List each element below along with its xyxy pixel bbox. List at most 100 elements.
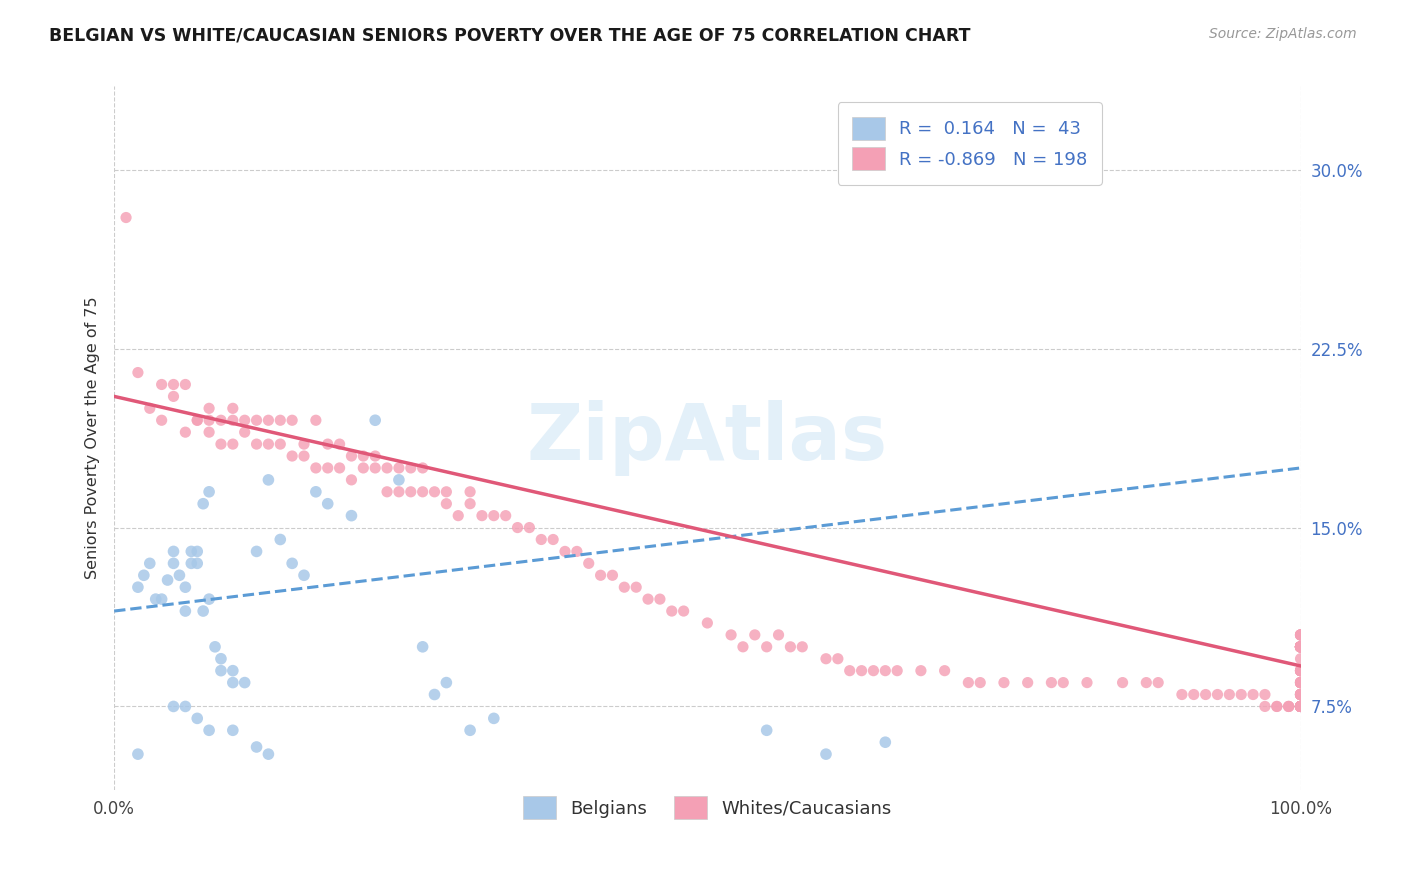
Point xyxy=(180,544,202,558)
Point xyxy=(127,747,149,761)
Point xyxy=(198,401,221,416)
Point xyxy=(281,557,304,571)
Point xyxy=(1278,699,1301,714)
Point xyxy=(162,377,184,392)
Point xyxy=(1289,699,1312,714)
Point xyxy=(399,484,422,499)
Point xyxy=(174,377,197,392)
Point xyxy=(1111,675,1133,690)
Point xyxy=(768,628,790,642)
Point xyxy=(1289,640,1312,654)
Point xyxy=(388,484,411,499)
Text: Source: ZipAtlas.com: Source: ZipAtlas.com xyxy=(1209,27,1357,41)
Text: BELGIAN VS WHITE/CAUCASIAN SENIORS POVERTY OVER THE AGE OF 75 CORRELATION CHART: BELGIAN VS WHITE/CAUCASIAN SENIORS POVER… xyxy=(49,27,970,45)
Point xyxy=(1289,699,1312,714)
Text: ZipAtlas: ZipAtlas xyxy=(527,401,889,476)
Point xyxy=(827,652,849,666)
Point xyxy=(648,592,671,607)
Point xyxy=(209,652,232,666)
Point xyxy=(281,413,304,427)
Point xyxy=(423,688,446,702)
Point xyxy=(269,413,291,427)
Point xyxy=(1289,699,1312,714)
Point xyxy=(269,437,291,451)
Point xyxy=(292,568,315,582)
Point xyxy=(434,675,457,690)
Point xyxy=(613,580,636,594)
Point xyxy=(1289,628,1312,642)
Point xyxy=(1289,652,1312,666)
Point xyxy=(132,568,155,582)
Point xyxy=(186,544,208,558)
Point xyxy=(209,437,232,451)
Point xyxy=(257,747,280,761)
Point xyxy=(1218,688,1240,702)
Point xyxy=(139,401,162,416)
Point xyxy=(1289,688,1312,702)
Point xyxy=(292,437,315,451)
Point xyxy=(174,699,197,714)
Point xyxy=(1289,640,1312,654)
Point xyxy=(329,437,352,451)
Point xyxy=(957,675,980,690)
Point xyxy=(1289,699,1312,714)
Point xyxy=(1289,675,1312,690)
Point xyxy=(696,615,718,630)
Point xyxy=(1289,640,1312,654)
Point xyxy=(1289,640,1312,654)
Point xyxy=(1289,640,1312,654)
Point xyxy=(305,484,328,499)
Point xyxy=(198,723,221,738)
Point xyxy=(624,580,647,594)
Point xyxy=(434,497,457,511)
Point xyxy=(458,723,481,738)
Point xyxy=(1289,699,1312,714)
Point xyxy=(388,461,411,475)
Point xyxy=(1289,640,1312,654)
Point xyxy=(1289,664,1312,678)
Point xyxy=(731,640,754,654)
Point xyxy=(875,735,897,749)
Point xyxy=(1017,675,1039,690)
Point xyxy=(1289,640,1312,654)
Point xyxy=(1289,699,1312,714)
Point xyxy=(364,449,387,463)
Point xyxy=(115,211,138,225)
Point xyxy=(364,461,387,475)
Point xyxy=(541,533,564,547)
Point xyxy=(1289,640,1312,654)
Point xyxy=(1289,699,1312,714)
Point xyxy=(814,747,837,761)
Point xyxy=(1289,628,1312,642)
Point xyxy=(245,437,267,451)
Point xyxy=(1230,688,1253,702)
Point xyxy=(910,664,932,678)
Point xyxy=(875,664,897,678)
Point xyxy=(1289,640,1312,654)
Point xyxy=(792,640,814,654)
Point xyxy=(1289,640,1312,654)
Point xyxy=(1052,675,1074,690)
Point xyxy=(292,449,315,463)
Point xyxy=(186,711,208,725)
Point xyxy=(578,557,600,571)
Point xyxy=(1289,640,1312,654)
Point xyxy=(1289,675,1312,690)
Point xyxy=(1135,675,1157,690)
Point xyxy=(127,366,149,380)
Point xyxy=(191,497,214,511)
Point xyxy=(162,699,184,714)
Point xyxy=(1194,688,1216,702)
Point xyxy=(1278,699,1301,714)
Point xyxy=(412,484,434,499)
Point xyxy=(1289,664,1312,678)
Point xyxy=(934,664,956,678)
Point xyxy=(150,592,173,607)
Point xyxy=(1289,640,1312,654)
Point xyxy=(755,640,778,654)
Point xyxy=(245,413,267,427)
Point xyxy=(150,377,173,392)
Point xyxy=(482,508,505,523)
Point xyxy=(305,461,328,475)
Point xyxy=(222,413,245,427)
